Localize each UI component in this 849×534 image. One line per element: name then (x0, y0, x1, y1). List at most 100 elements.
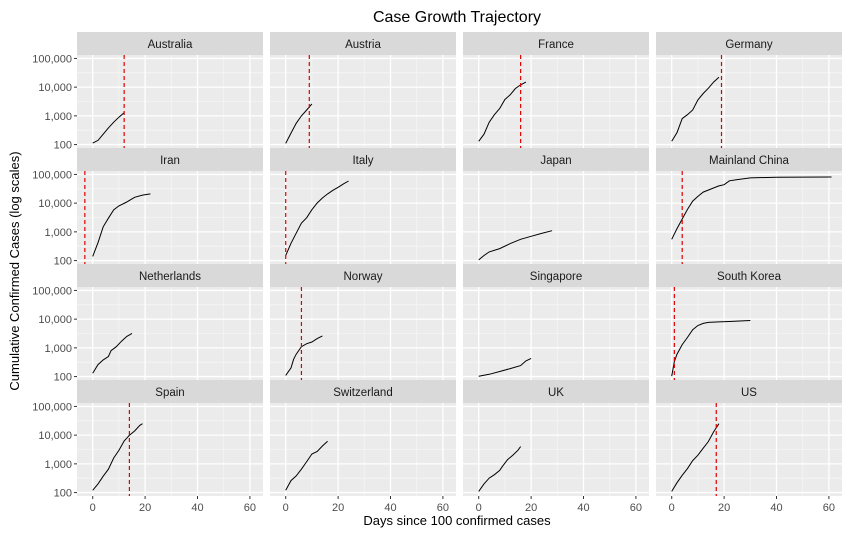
facet-label: Spain (155, 387, 184, 399)
y-tick-label: 1,000 (44, 343, 72, 355)
series-line (671, 423, 720, 492)
x-tick-label: 0 (90, 502, 96, 514)
panel-netherlands: Netherlands (77, 264, 263, 380)
panel-japan: Japan (463, 148, 649, 264)
panel-switzerland: Switzerland (270, 380, 456, 496)
facet-label: Germany (725, 39, 773, 51)
facet-strip (77, 380, 263, 403)
facet-label: Italy (352, 155, 373, 167)
panel-france: France (463, 32, 649, 148)
facet-strip (463, 32, 649, 55)
series-line (92, 193, 151, 257)
panel-austria: Austria (270, 32, 456, 148)
y-tick-label: 1,000 (44, 111, 72, 123)
facet-strip (270, 264, 456, 287)
series-line (285, 180, 349, 256)
series-line (671, 176, 832, 240)
facet-label: Norway (344, 271, 383, 283)
panel-us: US (656, 380, 842, 496)
y-tick-label: 1,000 (44, 227, 72, 239)
y-tick-label: 100 (54, 488, 72, 500)
y-tick-label: 100,000 (32, 285, 72, 297)
x-tick-label: 20 (332, 502, 344, 514)
series-line (671, 320, 751, 377)
series-line (478, 230, 553, 261)
facet-label: Singapore (530, 271, 582, 283)
facet-strip (463, 264, 649, 287)
facet-label: Australia (148, 39, 193, 51)
y-axis-title: Cumulative Confirmed Cases (log scales) (7, 151, 22, 390)
x-tick-label: 60 (823, 502, 835, 514)
facet-panels: Australia Austria France Germany Iran Italy Ja… (77, 32, 842, 496)
x-tick-label: 40 (191, 502, 203, 514)
panel-singapore: Singapore (463, 264, 649, 380)
x-tick-label: 0 (476, 502, 482, 514)
facet-label: Switzerland (333, 387, 392, 399)
facet-label: France (538, 39, 574, 51)
facet-label: Mainland China (709, 155, 790, 167)
facet-strip (656, 380, 842, 403)
x-tick-label: 60 (437, 502, 449, 514)
series-line (285, 440, 328, 491)
y-tick-label: 100 (54, 256, 72, 268)
panel-mainland-china: Mainland China (656, 148, 842, 264)
panel-iran: Iran (77, 148, 263, 264)
y-tick-label: 10,000 (38, 82, 72, 94)
series-line (285, 103, 313, 144)
facet-strip (463, 380, 649, 403)
panel-norway: Norway (270, 264, 456, 380)
x-tick-label: 0 (283, 502, 289, 514)
x-axes: 0 20 40 60 0 20 40 60 0 20 40 60 0 20 40 60 (90, 496, 835, 514)
panel-south-korea: South Korea (656, 264, 842, 380)
facet-strip (463, 148, 649, 171)
x-axis-title: Days since 100 confirmed cases (363, 513, 551, 528)
panel-australia: Australia (77, 32, 263, 148)
series-line (478, 446, 522, 492)
x-tick-label: 20 (525, 502, 537, 514)
x-tick-label: 60 (244, 502, 256, 514)
x-tick-label: 40 (770, 502, 782, 514)
facet-label: UK (548, 387, 564, 399)
y-tick-label: 1,000 (44, 459, 72, 471)
series-line (92, 112, 125, 144)
y-tick-label: 100 (54, 372, 72, 384)
series-line (92, 423, 143, 491)
facet-strip (656, 148, 842, 171)
y-tick-label: 100 (54, 140, 72, 152)
facet-label: Japan (540, 155, 571, 167)
y-tick-label: 100,000 (32, 53, 72, 65)
facet-label: Netherlands (139, 271, 201, 283)
series-line (92, 332, 133, 374)
facet-strip (77, 264, 263, 287)
y-tick-label: 10,000 (38, 314, 72, 326)
y-tick-label: 10,000 (38, 198, 72, 210)
x-tick-label: 40 (577, 502, 589, 514)
x-tick-label: 60 (630, 502, 642, 514)
y-tick-label: 10,000 (38, 430, 72, 442)
y-tick-label: 100,000 (32, 169, 72, 181)
y-axes: 100 1,000 10,000 100,000 100 1,000 10,000 100,0… (32, 53, 77, 500)
chart-title: Case Growth Trajectory (373, 9, 541, 26)
facet-label: US (741, 387, 757, 399)
x-tick-label: 20 (139, 502, 151, 514)
y-tick-label: 100,000 (32, 401, 72, 413)
x-tick-label: 40 (384, 502, 396, 514)
panel-germany: Germany (656, 32, 842, 148)
x-tick-label: 20 (718, 502, 730, 514)
facet-strip (270, 380, 456, 403)
facet-strip (77, 148, 263, 171)
facet-strip (656, 32, 842, 55)
facet-label: Iran (160, 155, 180, 167)
facet-strip (656, 264, 842, 287)
facet-label: Austria (345, 39, 381, 51)
facet-strip (270, 148, 456, 171)
series-line (478, 357, 532, 377)
x-tick-label: 0 (669, 502, 675, 514)
series-line (671, 76, 720, 142)
panel-spain: Spain (77, 380, 263, 496)
facet-strip (77, 32, 263, 55)
facet-label: South Korea (717, 271, 782, 283)
series-line (478, 81, 527, 142)
panel-italy: Italy (270, 148, 456, 264)
